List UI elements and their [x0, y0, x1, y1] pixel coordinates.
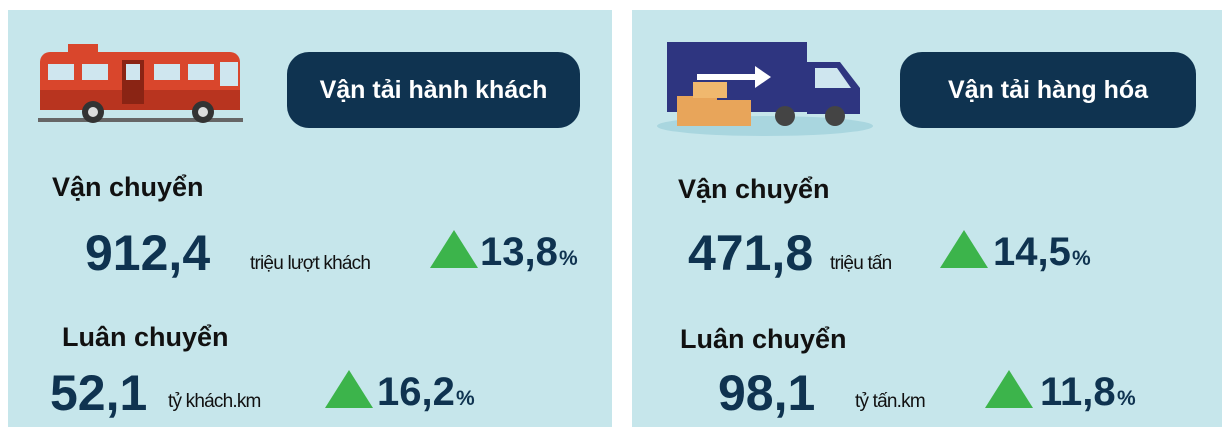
stat-unit: triệu lượt khách — [250, 253, 371, 274]
stat-label: Luân chuyển — [680, 324, 847, 354]
stat-unit: tỷ khách.km — [168, 391, 261, 412]
percent-sign: % — [1117, 387, 1136, 410]
stat-label: Vận chuyển — [52, 172, 204, 202]
stat-change: 16,2 — [377, 370, 455, 414]
stat-value: 98,1 — [718, 365, 816, 421]
bus-icon — [38, 44, 243, 123]
stat-change: 11,8 — [1040, 370, 1116, 414]
up-arrow — [325, 370, 373, 408]
stat-label: Vận chuyển — [678, 174, 830, 204]
stat-unit: tỷ tấn.km — [855, 391, 926, 412]
stat-value: 52,1 — [50, 365, 148, 421]
stat-label: Luân chuyển — [62, 322, 229, 352]
percent-sign: % — [456, 387, 475, 410]
up-arrow — [940, 230, 988, 268]
stat-change: 14,5 — [993, 230, 1071, 274]
up-arrow — [985, 370, 1033, 408]
panel-title: Vận tải hàng hóa — [900, 52, 1196, 128]
stat-change: 13,8 — [480, 230, 558, 274]
stat-value: 471,8 — [688, 225, 814, 281]
up-arrow — [430, 230, 478, 268]
truck-icon — [657, 42, 873, 136]
stat-unit: triệu tấn — [830, 253, 892, 274]
panel-title: Vận tải hành khách — [287, 52, 580, 128]
percent-sign: % — [1072, 247, 1091, 270]
stat-value: 912,4 — [85, 225, 211, 281]
percent-sign: % — [559, 247, 578, 270]
